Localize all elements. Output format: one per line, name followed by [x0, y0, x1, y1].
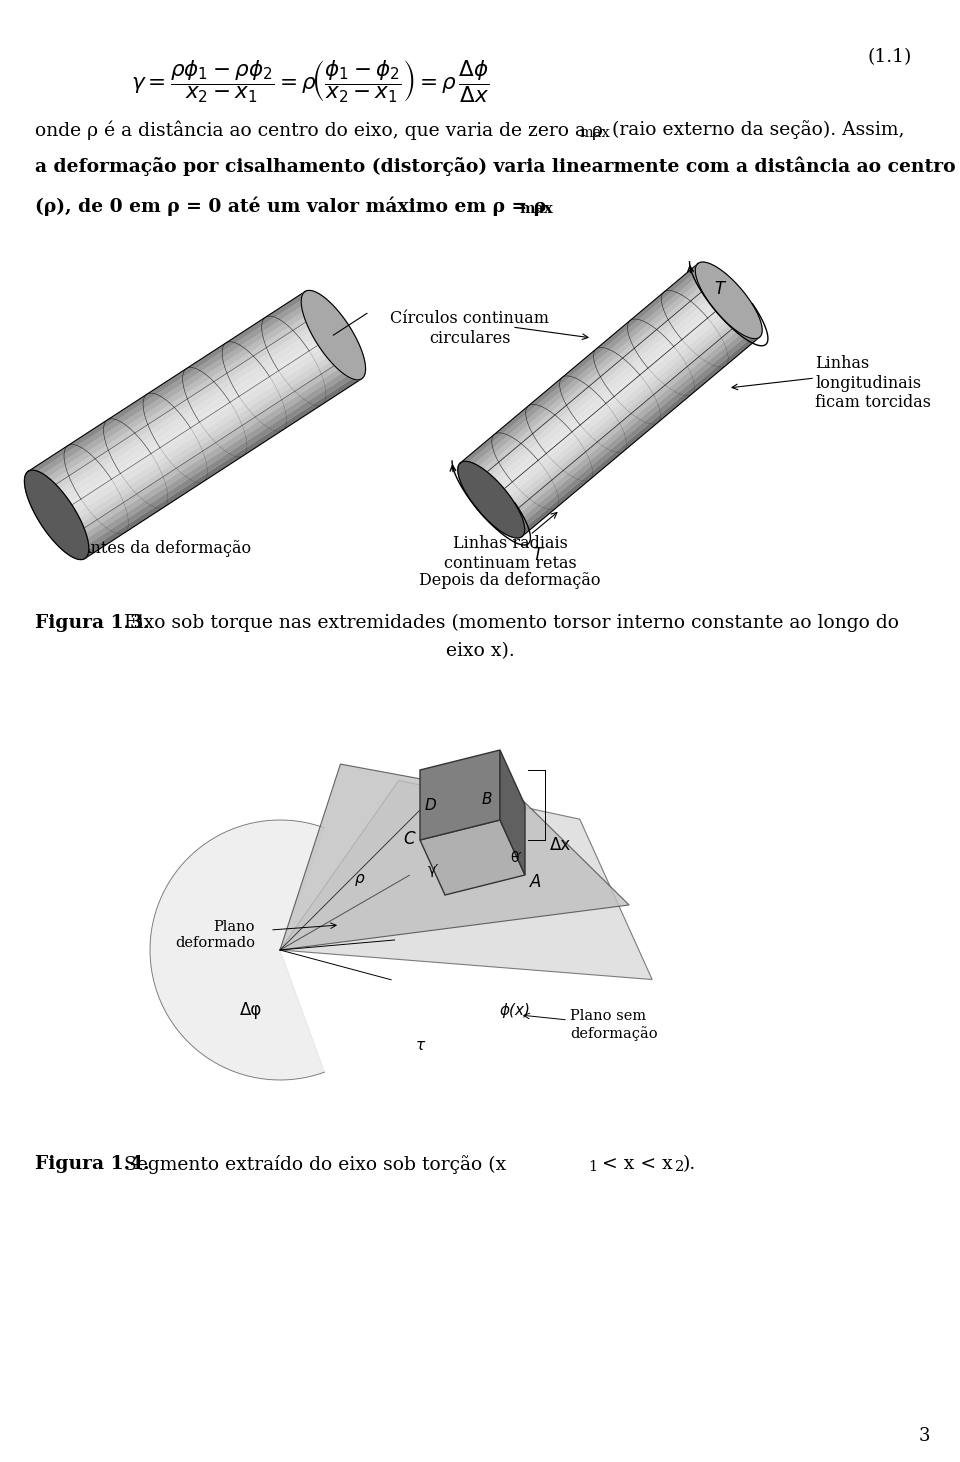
Text: (ρ), de 0 em ρ = 0 até um valor máximo em ρ = ρ: (ρ), de 0 em ρ = 0 até um valor máximo e… [35, 196, 546, 215]
Text: (1.1): (1.1) [868, 48, 912, 66]
Polygon shape [472, 278, 713, 481]
Polygon shape [479, 285, 719, 488]
Polygon shape [77, 366, 356, 550]
Polygon shape [24, 471, 88, 560]
Polygon shape [482, 289, 723, 493]
Text: ρ: ρ [355, 870, 365, 886]
Text: onde ρ é a distância ao centro do eixo, que varia de zero a ρ: onde ρ é a distância ao centro do eixo, … [35, 120, 603, 139]
Polygon shape [420, 750, 500, 841]
Polygon shape [420, 820, 525, 895]
Polygon shape [80, 370, 359, 554]
Text: C: C [403, 830, 415, 848]
Text: 1: 1 [588, 1159, 597, 1174]
Polygon shape [280, 765, 629, 950]
Text: Círculos continuam
circulares: Círculos continuam circulares [391, 310, 549, 346]
Polygon shape [74, 361, 353, 545]
Polygon shape [36, 304, 317, 488]
Polygon shape [519, 333, 759, 537]
Polygon shape [65, 348, 345, 532]
Text: Eixo sob torque nas extremidades (momento torsor interno constante ao longo do: Eixo sob torque nas extremidades (moment… [118, 614, 899, 632]
Polygon shape [60, 339, 339, 523]
Text: 2: 2 [675, 1159, 684, 1174]
Polygon shape [513, 326, 754, 529]
Polygon shape [497, 307, 738, 510]
Polygon shape [464, 268, 704, 471]
Polygon shape [467, 270, 708, 474]
Text: θ′: θ′ [510, 851, 521, 866]
Polygon shape [83, 374, 362, 558]
Polygon shape [280, 781, 652, 980]
Polygon shape [494, 304, 735, 507]
Polygon shape [48, 322, 327, 506]
Text: Antes da deformação: Antes da deformação [79, 539, 252, 557]
Polygon shape [31, 295, 311, 480]
Polygon shape [492, 300, 732, 503]
Polygon shape [45, 317, 324, 501]
Text: Plano sem
deformação: Plano sem deformação [570, 1009, 658, 1041]
Text: ).: ). [683, 1155, 696, 1173]
Text: τ: τ [416, 1038, 424, 1053]
Text: < x < x: < x < x [596, 1155, 673, 1173]
Polygon shape [57, 335, 336, 519]
Text: (raio externo da seção). Assim,: (raio externo da seção). Assim, [606, 120, 904, 139]
Polygon shape [516, 330, 756, 532]
Polygon shape [507, 319, 747, 522]
Polygon shape [54, 330, 333, 515]
Text: .: . [544, 196, 550, 213]
Text: max: max [519, 202, 553, 216]
Polygon shape [461, 263, 759, 537]
Text: 3: 3 [919, 1427, 930, 1444]
Text: Δx: Δx [550, 836, 571, 854]
Text: A: A [530, 873, 541, 890]
Text: a deformação por cisalhamento (distorção) varia linearmente com a distância ao c: a deformação por cisalhamento (distorção… [35, 156, 955, 177]
Polygon shape [34, 300, 314, 484]
Polygon shape [150, 820, 324, 1080]
Polygon shape [485, 292, 726, 496]
Polygon shape [71, 357, 350, 541]
Polygon shape [461, 263, 701, 466]
Polygon shape [39, 308, 320, 493]
Polygon shape [469, 275, 710, 478]
Text: Figura 1.3.: Figura 1.3. [35, 614, 150, 632]
Polygon shape [301, 291, 366, 380]
Text: Figura 1.4.: Figura 1.4. [35, 1155, 150, 1173]
Text: $\gamma = \dfrac{\rho\phi_1 - \rho\phi_2}{x_2 - x_1}= \rho\!\left(\dfrac{\phi_1 : $\gamma = \dfrac{\rho\phi_1 - \rho\phi_2… [131, 58, 490, 105]
Text: D: D [425, 797, 437, 813]
Text: eixo x).: eixo x). [445, 642, 515, 659]
Polygon shape [476, 282, 716, 485]
Polygon shape [489, 297, 729, 500]
Polygon shape [42, 313, 322, 497]
Polygon shape [695, 262, 762, 339]
Text: Depois da deformação: Depois da deformação [420, 572, 601, 589]
Text: T: T [533, 545, 542, 564]
Text: Segmento extraído do eixo sob torção (x: Segmento extraído do eixo sob torção (x [118, 1155, 506, 1174]
Text: Plano
deformado: Plano deformado [175, 920, 255, 950]
Text: T: T [714, 281, 725, 298]
Text: Linhas radiais
continuam retas: Linhas radiais continuam retas [444, 535, 576, 572]
Text: B: B [482, 792, 492, 807]
Polygon shape [28, 291, 308, 475]
Polygon shape [62, 344, 342, 528]
Text: Linhas
longitudinais
ficam torcidas: Linhas longitudinais ficam torcidas [815, 355, 931, 411]
Polygon shape [504, 316, 744, 518]
Text: max: max [580, 126, 611, 140]
Text: Δφ: Δφ [240, 1001, 262, 1019]
Polygon shape [500, 750, 525, 874]
Polygon shape [510, 323, 751, 525]
Polygon shape [500, 311, 741, 515]
Polygon shape [51, 326, 330, 510]
Polygon shape [28, 291, 362, 558]
Polygon shape [458, 462, 525, 538]
Polygon shape [68, 352, 348, 537]
Text: γ′: γ′ [428, 863, 440, 877]
Text: ϕ(x): ϕ(x) [500, 1003, 531, 1018]
